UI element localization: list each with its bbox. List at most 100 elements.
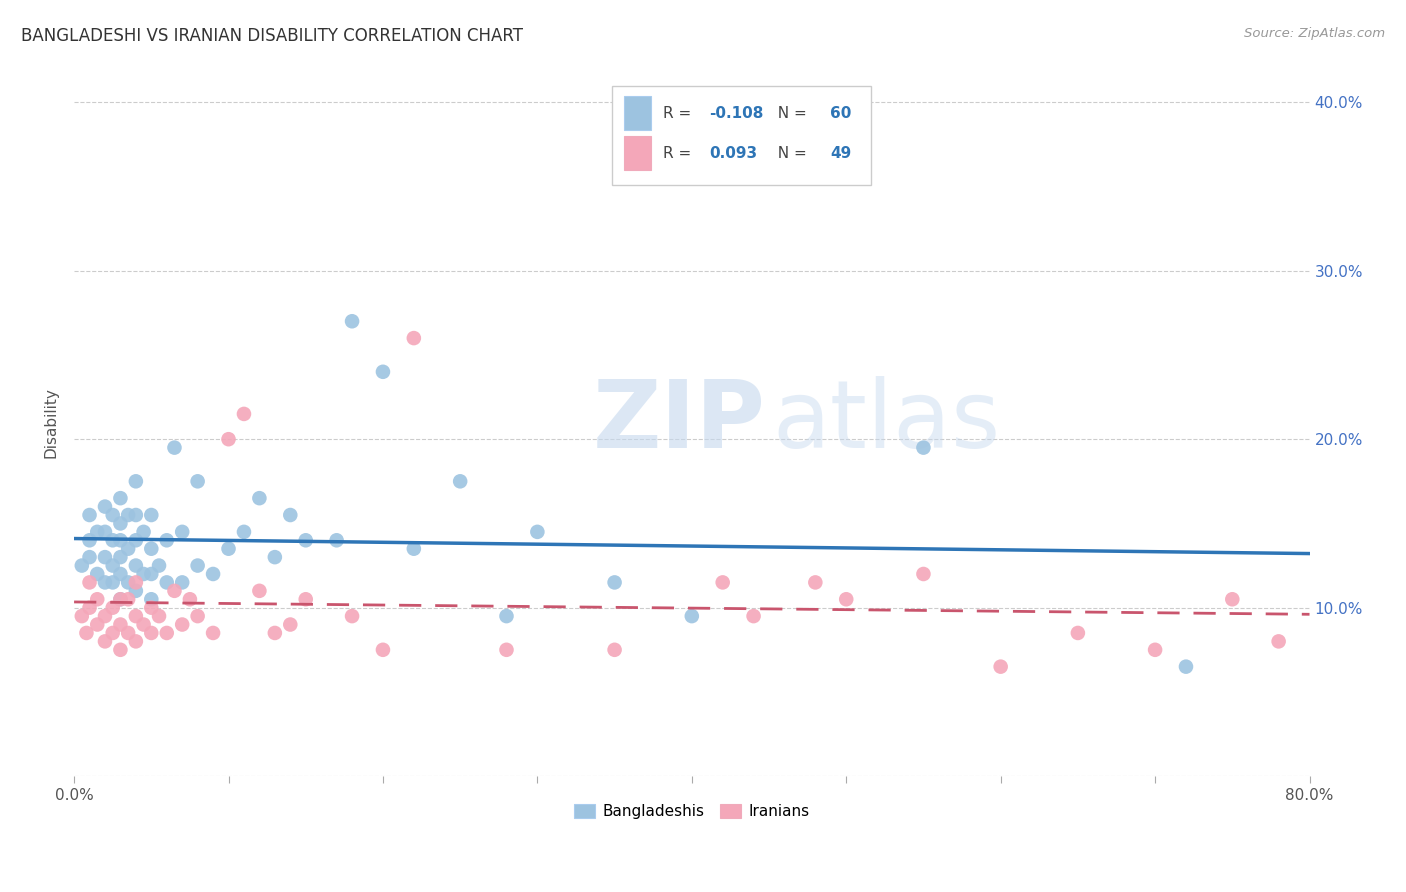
Point xyxy=(1220,592,1243,607)
Point xyxy=(110,642,132,657)
Text: Source: ZipAtlas.com: Source: ZipAtlas.com xyxy=(1244,27,1385,40)
Point xyxy=(1175,659,1198,673)
Point xyxy=(86,617,108,632)
Point xyxy=(371,365,394,379)
Point xyxy=(148,609,170,624)
Point xyxy=(163,441,186,455)
Point xyxy=(75,626,97,640)
Point xyxy=(247,491,270,505)
Point xyxy=(101,558,124,573)
Point xyxy=(79,533,101,548)
Point xyxy=(132,524,155,539)
Point xyxy=(125,533,148,548)
Point xyxy=(101,600,124,615)
Point xyxy=(263,626,285,640)
Point xyxy=(156,626,179,640)
Point xyxy=(835,592,858,607)
FancyBboxPatch shape xyxy=(624,96,651,130)
Point xyxy=(125,583,148,598)
Legend: Bangladeshis, Iranians: Bangladeshis, Iranians xyxy=(568,797,815,825)
Point xyxy=(125,634,148,648)
Point xyxy=(449,475,471,489)
Point xyxy=(218,541,240,556)
Point xyxy=(94,524,117,539)
Point xyxy=(125,508,148,522)
Text: N =: N = xyxy=(769,146,813,161)
Point xyxy=(94,575,117,590)
Point xyxy=(79,508,101,522)
Text: 0.093: 0.093 xyxy=(709,146,758,161)
Point xyxy=(94,634,117,648)
Text: atlas: atlas xyxy=(772,376,1000,468)
Point xyxy=(79,550,101,565)
Point xyxy=(912,566,935,581)
Point xyxy=(110,592,132,607)
Point xyxy=(179,592,201,607)
Point xyxy=(526,524,548,539)
Point xyxy=(202,566,225,581)
Point xyxy=(187,609,209,624)
Point xyxy=(110,491,132,505)
Point xyxy=(294,533,316,548)
Point xyxy=(101,533,124,548)
Point xyxy=(172,524,194,539)
Point xyxy=(148,558,170,573)
Point xyxy=(172,617,194,632)
Point xyxy=(125,575,148,590)
Point xyxy=(101,575,124,590)
Text: 49: 49 xyxy=(830,146,852,161)
Point xyxy=(110,550,132,565)
Point xyxy=(141,566,163,581)
Point xyxy=(117,626,139,640)
Point xyxy=(110,592,132,607)
Point xyxy=(233,407,256,421)
Point xyxy=(187,475,209,489)
Point xyxy=(172,575,194,590)
Text: ZIP: ZIP xyxy=(593,376,766,468)
Point xyxy=(94,609,117,624)
Text: BANGLADESHI VS IRANIAN DISABILITY CORRELATION CHART: BANGLADESHI VS IRANIAN DISABILITY CORREL… xyxy=(21,27,523,45)
Point xyxy=(110,533,132,548)
Point xyxy=(325,533,347,548)
Point xyxy=(1144,642,1167,657)
Point xyxy=(141,600,163,615)
Point xyxy=(187,558,209,573)
Point xyxy=(117,541,139,556)
Point xyxy=(117,508,139,522)
Text: R =: R = xyxy=(664,105,696,120)
Point xyxy=(912,441,935,455)
Point xyxy=(70,558,93,573)
Point xyxy=(117,592,139,607)
Point xyxy=(1067,626,1090,640)
Point xyxy=(79,600,101,615)
Point xyxy=(1267,634,1289,648)
Point xyxy=(125,609,148,624)
Point xyxy=(125,475,148,489)
Point xyxy=(371,642,394,657)
Point xyxy=(141,508,163,522)
Point xyxy=(117,575,139,590)
FancyBboxPatch shape xyxy=(624,136,651,170)
Point xyxy=(86,566,108,581)
Point xyxy=(156,575,179,590)
Text: N =: N = xyxy=(769,105,813,120)
Point xyxy=(202,626,225,640)
Point xyxy=(233,524,256,539)
Point xyxy=(156,533,179,548)
Text: R =: R = xyxy=(664,146,696,161)
Point xyxy=(94,550,117,565)
Point xyxy=(141,541,163,556)
Point xyxy=(132,566,155,581)
Point xyxy=(101,508,124,522)
Point xyxy=(141,626,163,640)
Point xyxy=(742,609,765,624)
Point xyxy=(711,575,734,590)
Point xyxy=(132,617,155,632)
Point xyxy=(495,609,517,624)
Point xyxy=(495,642,517,657)
Point xyxy=(340,314,363,328)
Point xyxy=(94,500,117,514)
Point xyxy=(110,516,132,531)
Point xyxy=(278,617,301,632)
Point xyxy=(990,659,1012,673)
